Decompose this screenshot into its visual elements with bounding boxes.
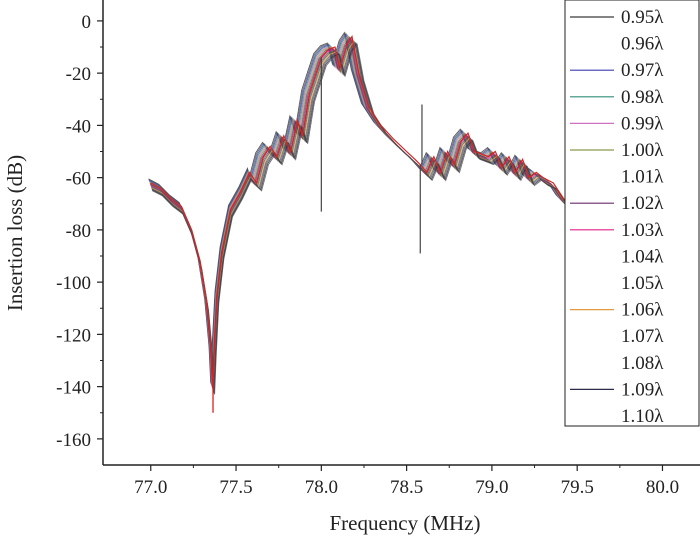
ticks: 77.0 77.5 78.0 78.5 79.0 79.5 80.0 0 -20 -40 -60 -8… xyxy=(56,12,679,498)
legend-label: 1.08λ xyxy=(621,353,664,374)
legend-label: 1.09λ xyxy=(621,379,664,400)
y-tick-label: 0 xyxy=(82,12,92,33)
legend-label: 1.06λ xyxy=(621,300,664,321)
y-tick-label: -140 xyxy=(56,378,91,399)
legend-label: 1.03λ xyxy=(621,220,664,241)
y-tick-label: -100 xyxy=(56,273,91,294)
x-tick-label: 80.0 xyxy=(646,477,679,498)
highlight-series-line xyxy=(150,35,565,387)
legend-label: 1.10λ xyxy=(621,406,664,427)
y-tick-label: -20 xyxy=(66,64,91,85)
legend: 0.95λ 0.96λ 0.97λ 0.98λ 0.99λ 1.00λ 1.01λ 1.02λ… xyxy=(564,0,700,427)
series-line xyxy=(152,43,565,395)
legend-label: 0.96λ xyxy=(621,34,664,55)
x-tick-label: 77.5 xyxy=(219,477,252,498)
legend-label: 1.01λ xyxy=(621,167,664,188)
y-tick-label: -160 xyxy=(56,430,91,451)
y-tick-label: -40 xyxy=(66,116,91,137)
legend-label: 0.99λ xyxy=(621,113,664,134)
x-tick-label: 79.5 xyxy=(561,477,594,498)
x-tick-label: 77.0 xyxy=(134,477,167,498)
x-tick-label: 79.0 xyxy=(475,477,508,498)
legend-label: 0.97λ xyxy=(621,60,664,81)
y-axis-title: Insertion loss (dB) xyxy=(3,155,27,311)
x-tick-label: 78.0 xyxy=(305,477,338,498)
legend-box xyxy=(564,0,700,427)
legend-label: 1.00λ xyxy=(621,140,664,161)
legend-label: 0.95λ xyxy=(621,7,664,28)
legend-label: 1.04λ xyxy=(621,246,664,267)
y-tick-label: -120 xyxy=(56,325,91,346)
y-tick-label: -60 xyxy=(66,169,91,190)
legend-label: 1.07λ xyxy=(621,326,664,347)
legend-label: 1.02λ xyxy=(621,193,664,214)
legend-label: 1.05λ xyxy=(621,273,664,294)
x-tick-label: 78.5 xyxy=(390,477,423,498)
series-layer xyxy=(148,31,565,413)
y-tick-label: -80 xyxy=(66,221,91,242)
axes xyxy=(102,0,700,466)
legend-label: 0.98λ xyxy=(621,87,664,108)
x-axis-title: Frequency (MHz) xyxy=(329,511,480,535)
